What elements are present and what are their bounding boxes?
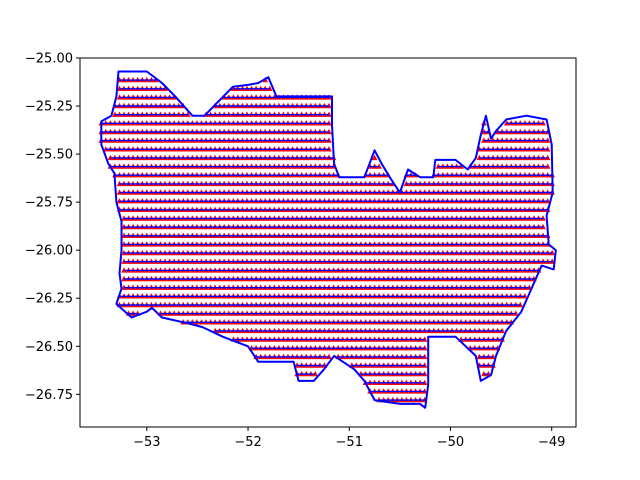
y-tick-label: −26.75: [25, 388, 73, 403]
data-point-triangle: [494, 128, 501, 135]
y-tick-label: −25.00: [25, 52, 73, 67]
x-tick-label: −53: [133, 435, 160, 450]
plot-area: [98, 70, 557, 409]
data-point-triangle: [371, 154, 378, 161]
x-tick-label: −50: [437, 435, 464, 450]
y-tick-label: −26.50: [25, 340, 73, 355]
x-tick-label: −51: [336, 435, 363, 450]
y-tick-label: −25.75: [25, 196, 73, 211]
boundary-outline: [100, 70, 557, 409]
data-point-triangle: [112, 111, 118, 117]
data-point-triangle: [107, 154, 114, 161]
y-tick-label: −26.25: [25, 292, 73, 307]
y-tick-label: −26.00: [25, 244, 73, 259]
boundary-outline-path: [100, 70, 557, 409]
axes-frame: [79, 57, 577, 428]
y-tick-label: −25.25: [25, 100, 73, 115]
y-tick-label: −25.50: [25, 148, 73, 163]
x-tick-label: −52: [234, 435, 261, 450]
x-axis: −53 −52 −51 −50 −49: [133, 427, 565, 450]
y-axis: −25.00 −25.25 −25.50 −25.75 −26.00 −26.25 −26.…: [25, 52, 80, 403]
x-tick-label: −49: [538, 435, 565, 450]
